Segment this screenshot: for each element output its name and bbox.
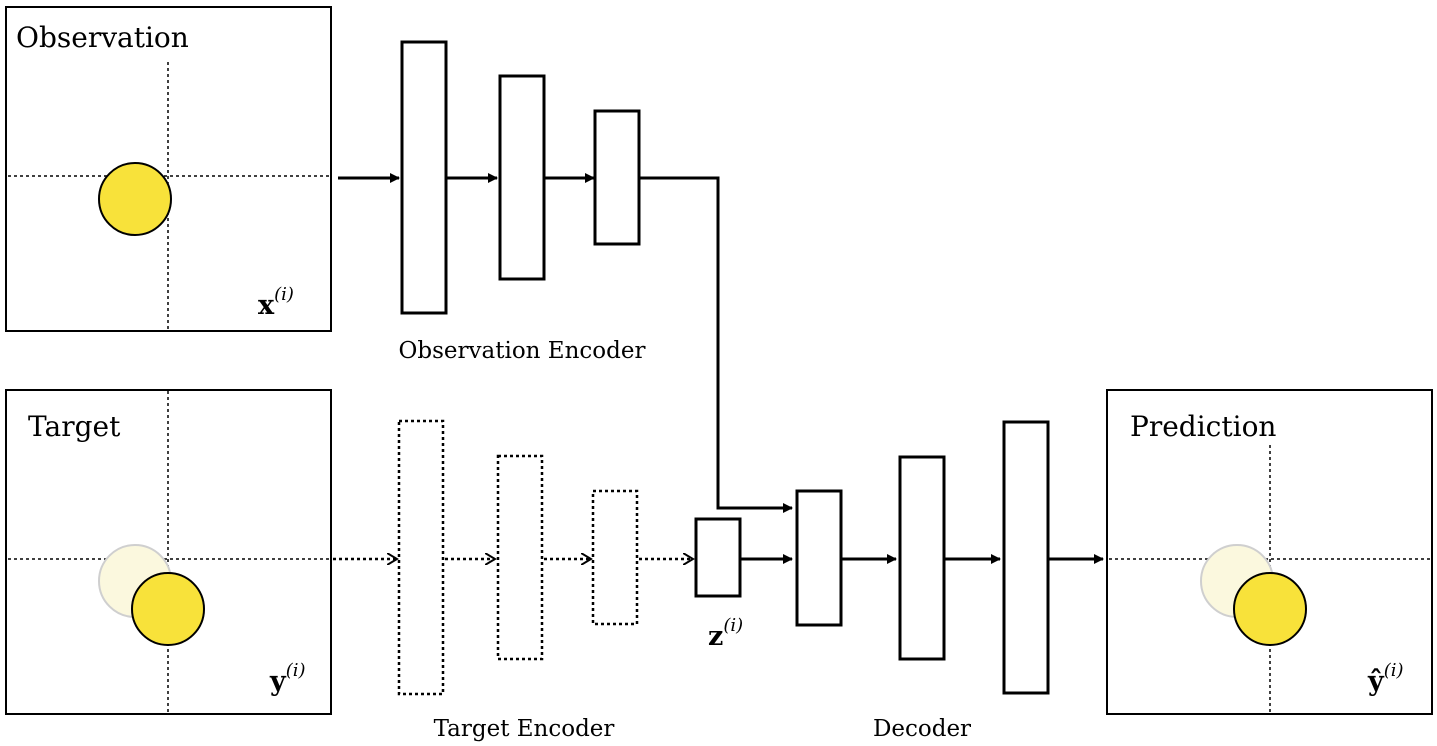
- observation-frame: [5, 6, 332, 332]
- observation-title: Observation: [16, 21, 189, 54]
- decoder-layer-3: [1002, 420, 1050, 695]
- latent-variable: z(i): [708, 615, 743, 652]
- observation-encoder-label: Observation Encoder: [399, 338, 646, 364]
- prediction-frame: [1106, 389, 1433, 715]
- observation-encoder-layer-1: [400, 40, 448, 315]
- decoder-layer-1: [795, 489, 843, 627]
- prediction-panel: Prediction ŷ(i): [1106, 389, 1433, 715]
- target-frame: [5, 389, 332, 715]
- target-title: Target: [28, 410, 121, 443]
- prediction-title: Prediction: [1130, 410, 1276, 443]
- decoder-label: Decoder: [873, 716, 971, 742]
- observation-ball: [98, 162, 172, 236]
- decoder: Decoder: [795, 420, 1104, 742]
- target-encoder-layer-3: [591, 489, 639, 626]
- target-encoder-layer-1: [397, 419, 445, 696]
- observation-encoder: Observation Encoder: [338, 40, 793, 513]
- target-ball: [131, 572, 205, 646]
- observation-panel: Observation x(i): [5, 6, 332, 332]
- target-variable: y(i): [269, 660, 306, 697]
- latent-layer: [694, 517, 742, 598]
- target-encoder-layer-2: [496, 454, 544, 661]
- observation-variable: x(i): [258, 284, 294, 321]
- latent-block: z(i): [694, 517, 793, 652]
- prediction-ball: [1233, 572, 1307, 646]
- decoder-layer-2: [898, 455, 946, 661]
- prediction-variable: ŷ(i): [1367, 660, 1404, 697]
- target-encoder-label: Target Encoder: [434, 716, 615, 742]
- target-panel: Target y(i): [5, 389, 332, 715]
- observation-to-decoder-arrow: [640, 176, 793, 513]
- observation-encoder-layer-2: [498, 74, 546, 281]
- target-encoder: Target Encoder: [333, 419, 693, 742]
- observation-encoder-layer-3: [593, 109, 641, 246]
